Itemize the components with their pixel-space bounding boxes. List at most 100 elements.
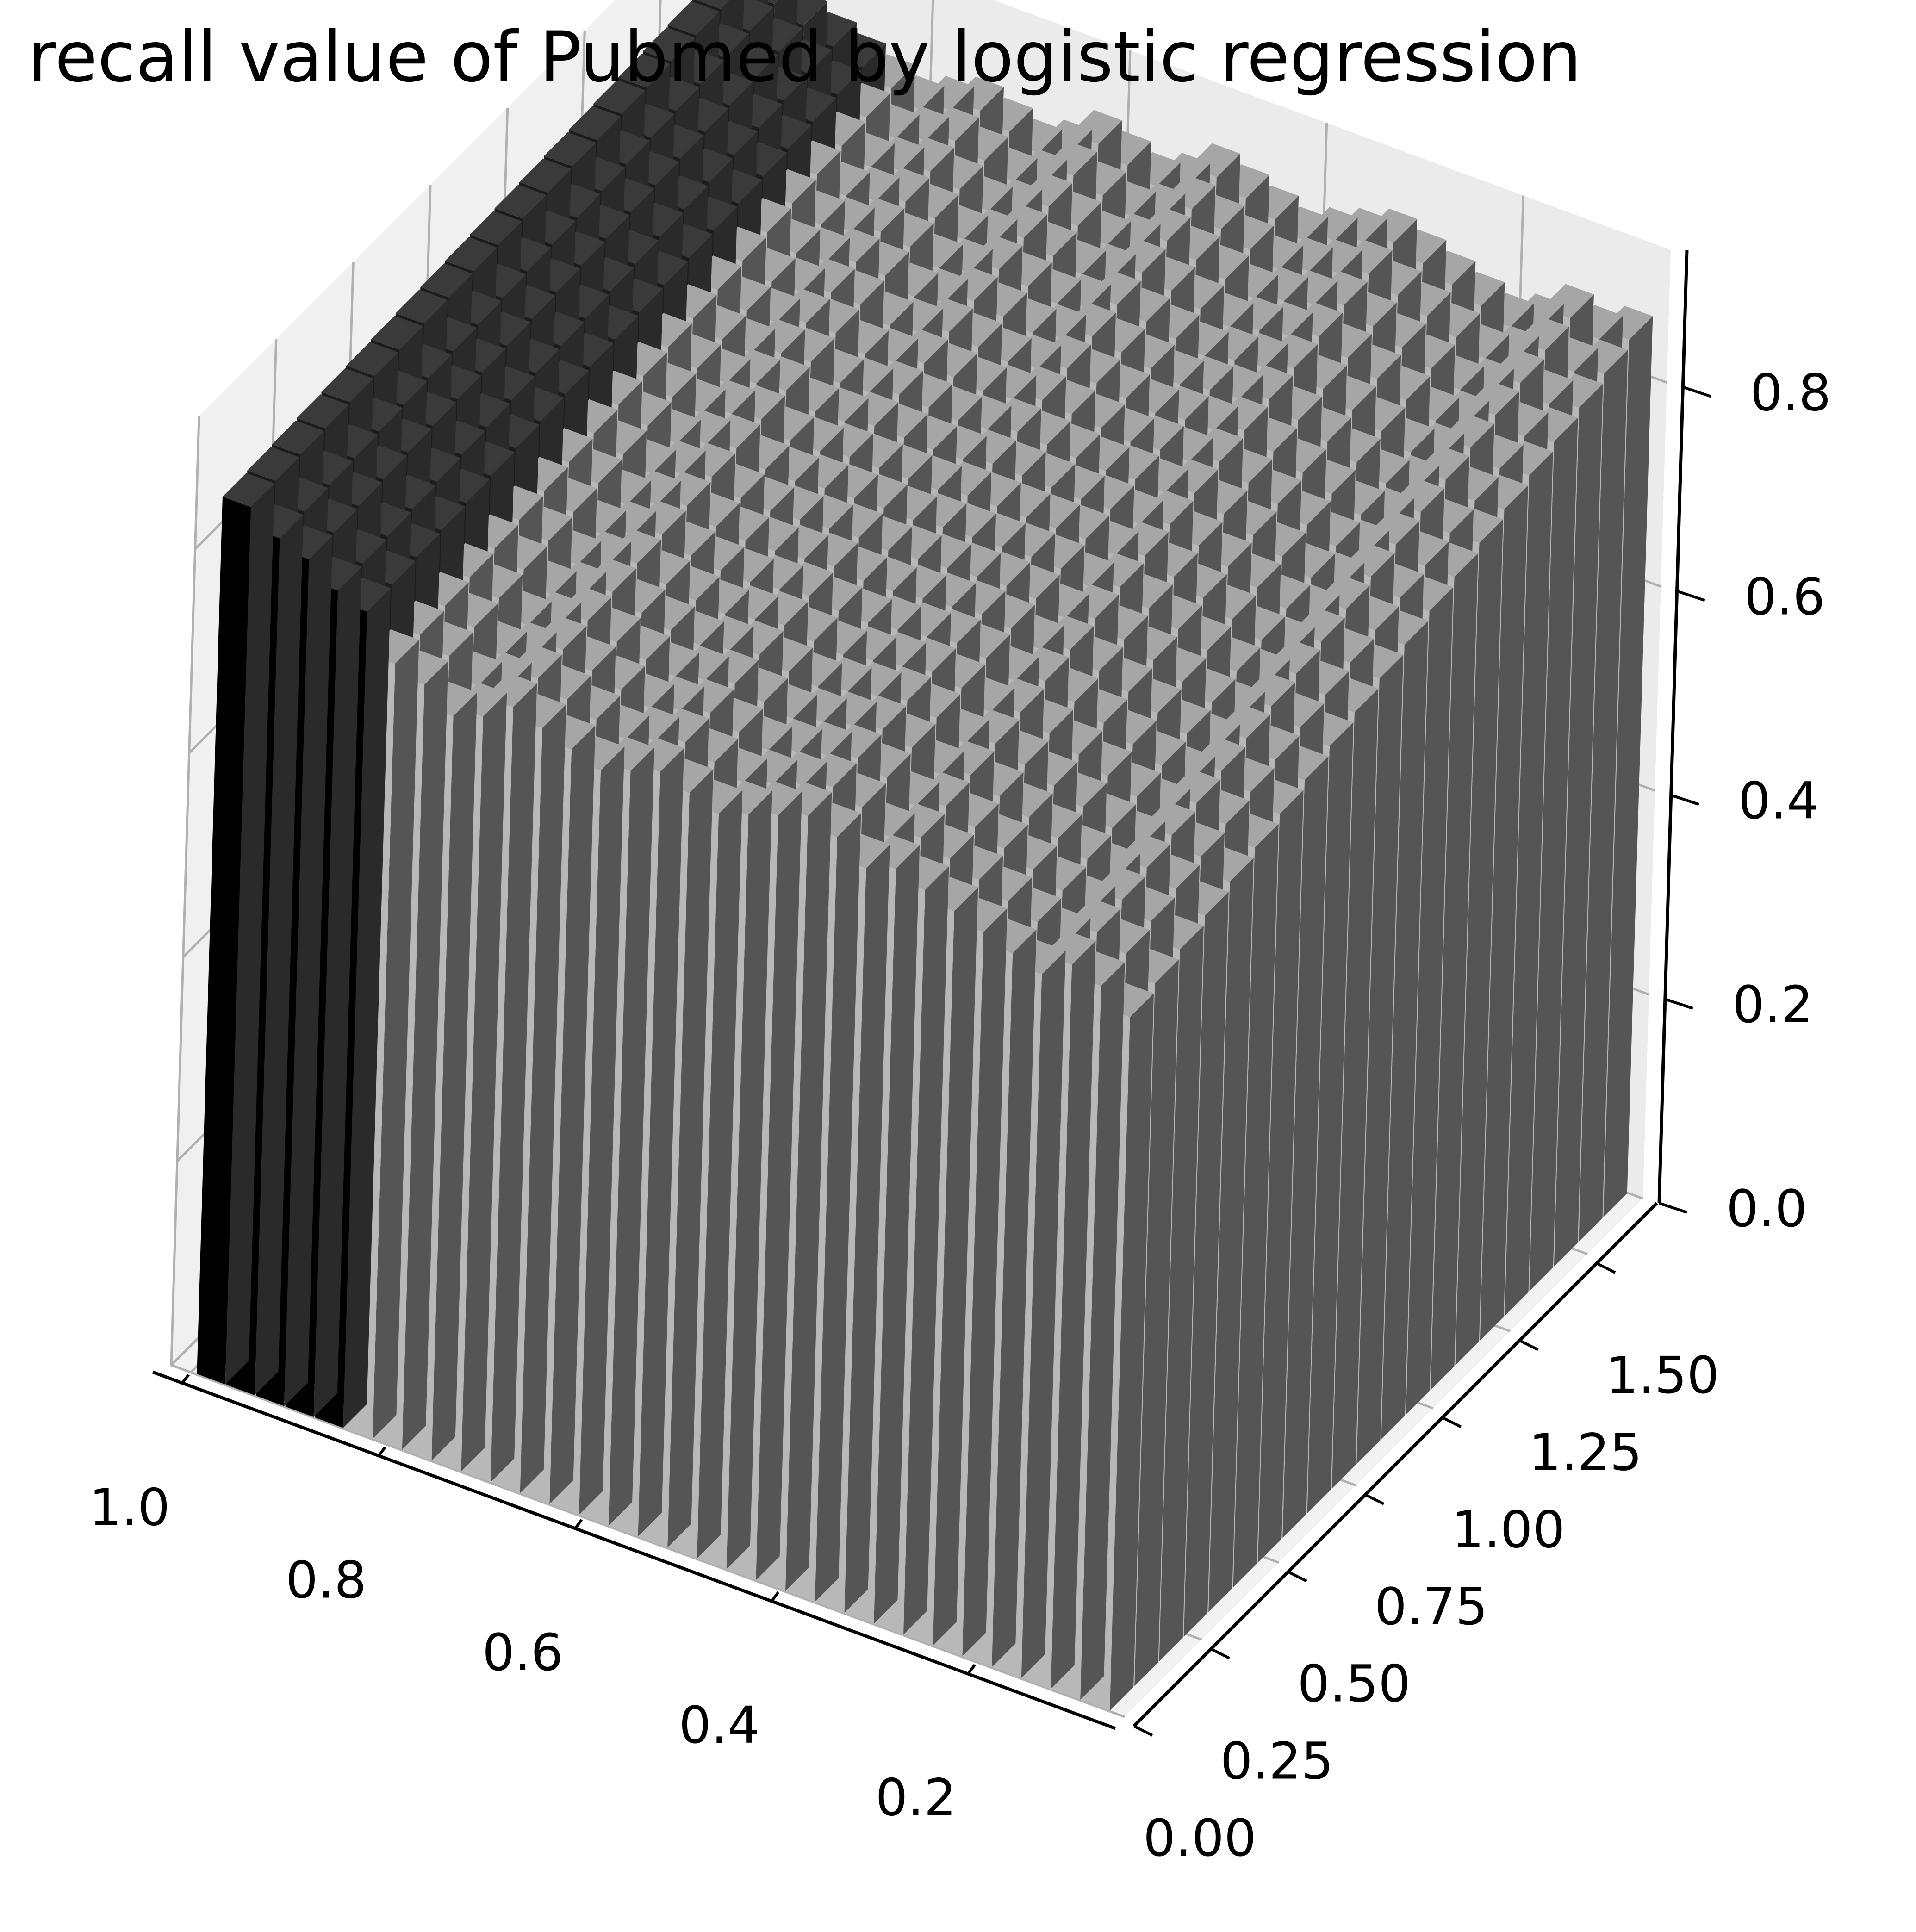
bar-face-side (1431, 553, 1478, 1390)
bar-face-top (593, 80, 646, 114)
bar-face-side (579, 746, 625, 1515)
tick-labels: 0.2 0.4 0.6 0.8 1.0 0.00 0.25 0.50 0.75 1.00 1.25 1… (89, 363, 1831, 1868)
y-tick-label: 0.25 (1220, 1731, 1334, 1790)
bar-face-side (1529, 417, 1578, 1292)
y-tick (1133, 1725, 1153, 1737)
y-tick (1210, 1647, 1231, 1660)
bar-face-top (346, 342, 398, 376)
bar-face-side (697, 790, 743, 1559)
z-tick-label: 0.8 (1750, 363, 1831, 422)
bar-face-top (494, 185, 547, 219)
bar-face-side (1480, 485, 1528, 1341)
bar-face-side (431, 692, 477, 1461)
bar-face-side (785, 792, 832, 1591)
bar-face-side (1579, 350, 1628, 1242)
bar-face-side (373, 640, 419, 1439)
bar-face-side (402, 661, 448, 1450)
axis-lines (152, 249, 1711, 1737)
y-tick-label: 0.00 (1143, 1808, 1257, 1868)
bar-face-side (1051, 941, 1096, 1689)
x-axis-line (152, 1370, 1116, 1730)
bar-face-top (247, 447, 299, 481)
bar-face-side (1109, 993, 1154, 1711)
bar-face-side (549, 725, 596, 1504)
bar-face-top (445, 237, 498, 272)
bar-face-side (1603, 316, 1653, 1217)
z-tick-label: 0.6 (1744, 567, 1825, 626)
bar-face-top (643, 27, 695, 62)
y-tick-label: 0.75 (1375, 1577, 1488, 1636)
bar-face-side (1233, 824, 1279, 1587)
x-tick (180, 1373, 190, 1385)
bar-group (197, 0, 1653, 1711)
bar-face-side (313, 567, 362, 1417)
bar-face-top (667, 1, 720, 36)
x-tick-label: 0.2 (875, 1768, 956, 1827)
bar-face-side (491, 683, 537, 1483)
z-tick (1682, 385, 1711, 398)
y-tick-label: 0.50 (1297, 1654, 1411, 1714)
bar-face-side (1554, 384, 1603, 1267)
bar-face-top (519, 158, 572, 193)
bar-face-top (696, 0, 730, 9)
bar-face-side (756, 791, 802, 1580)
y-tick-label: 1.25 (1529, 1423, 1642, 1482)
x-tick-label: 0.4 (679, 1696, 760, 1755)
bar-face-side (1331, 689, 1379, 1489)
z-tick (1659, 1202, 1687, 1214)
bar-face-side (874, 845, 920, 1624)
bar-face-side (520, 704, 566, 1493)
bar-face-side (933, 887, 978, 1646)
bar-face-side (903, 866, 949, 1635)
bar-face-side (343, 588, 391, 1428)
x-tick-label: 0.8 (286, 1550, 367, 1609)
bar-face-side (1356, 654, 1404, 1464)
bar-face-side (1381, 621, 1429, 1439)
bar-face-top (470, 211, 522, 245)
bar-face-side (1208, 857, 1254, 1612)
z-tick (1670, 794, 1699, 806)
y-axis-line (1132, 1202, 1658, 1727)
bar-face-side (726, 790, 772, 1570)
y-tick (1364, 1493, 1385, 1505)
bar-face-side (844, 844, 890, 1613)
y-tick (1442, 1416, 1462, 1429)
bar-face-side (1183, 892, 1229, 1637)
bar-face-side (1080, 962, 1125, 1700)
bar-face-side (1159, 926, 1204, 1661)
z-tick-label: 0.2 (1732, 975, 1813, 1034)
bar-face-top (395, 289, 448, 324)
y-tick-label: 1.50 (1606, 1346, 1719, 1405)
bar-face-side (1257, 790, 1304, 1563)
x-tick (573, 1519, 583, 1530)
bar-face-side (815, 813, 861, 1602)
y-tick (1596, 1262, 1616, 1274)
bar-face-top (618, 53, 671, 88)
bar-face-side (461, 693, 507, 1472)
z-tick-label: 0.0 (1726, 1179, 1807, 1238)
bar-face-front (197, 497, 251, 1385)
bar-face-top (420, 263, 473, 298)
bar-face-top (297, 394, 349, 429)
z-tick-label: 0.4 (1738, 771, 1819, 830)
bar-face-side (1021, 950, 1066, 1678)
x-tick (770, 1591, 780, 1603)
bar-face-side (1505, 451, 1553, 1316)
bar-face-top (544, 132, 596, 167)
bar-face-side (608, 747, 654, 1526)
bar-face-top (371, 316, 423, 350)
bar-face-side (1406, 587, 1453, 1415)
bar-face-side (992, 929, 1037, 1667)
bar-face-side (1282, 756, 1329, 1538)
x-tick-label: 0.6 (482, 1623, 563, 1682)
bar-face-side (255, 515, 304, 1396)
x-tick (377, 1446, 386, 1458)
bar-face-top (568, 106, 621, 140)
bar (197, 473, 275, 1385)
z-axis-line (1657, 249, 1689, 1204)
bar-face-side (225, 483, 275, 1385)
bar-face-side (638, 748, 684, 1537)
y-tick (1518, 1339, 1539, 1351)
bar-face-side (1134, 959, 1179, 1686)
